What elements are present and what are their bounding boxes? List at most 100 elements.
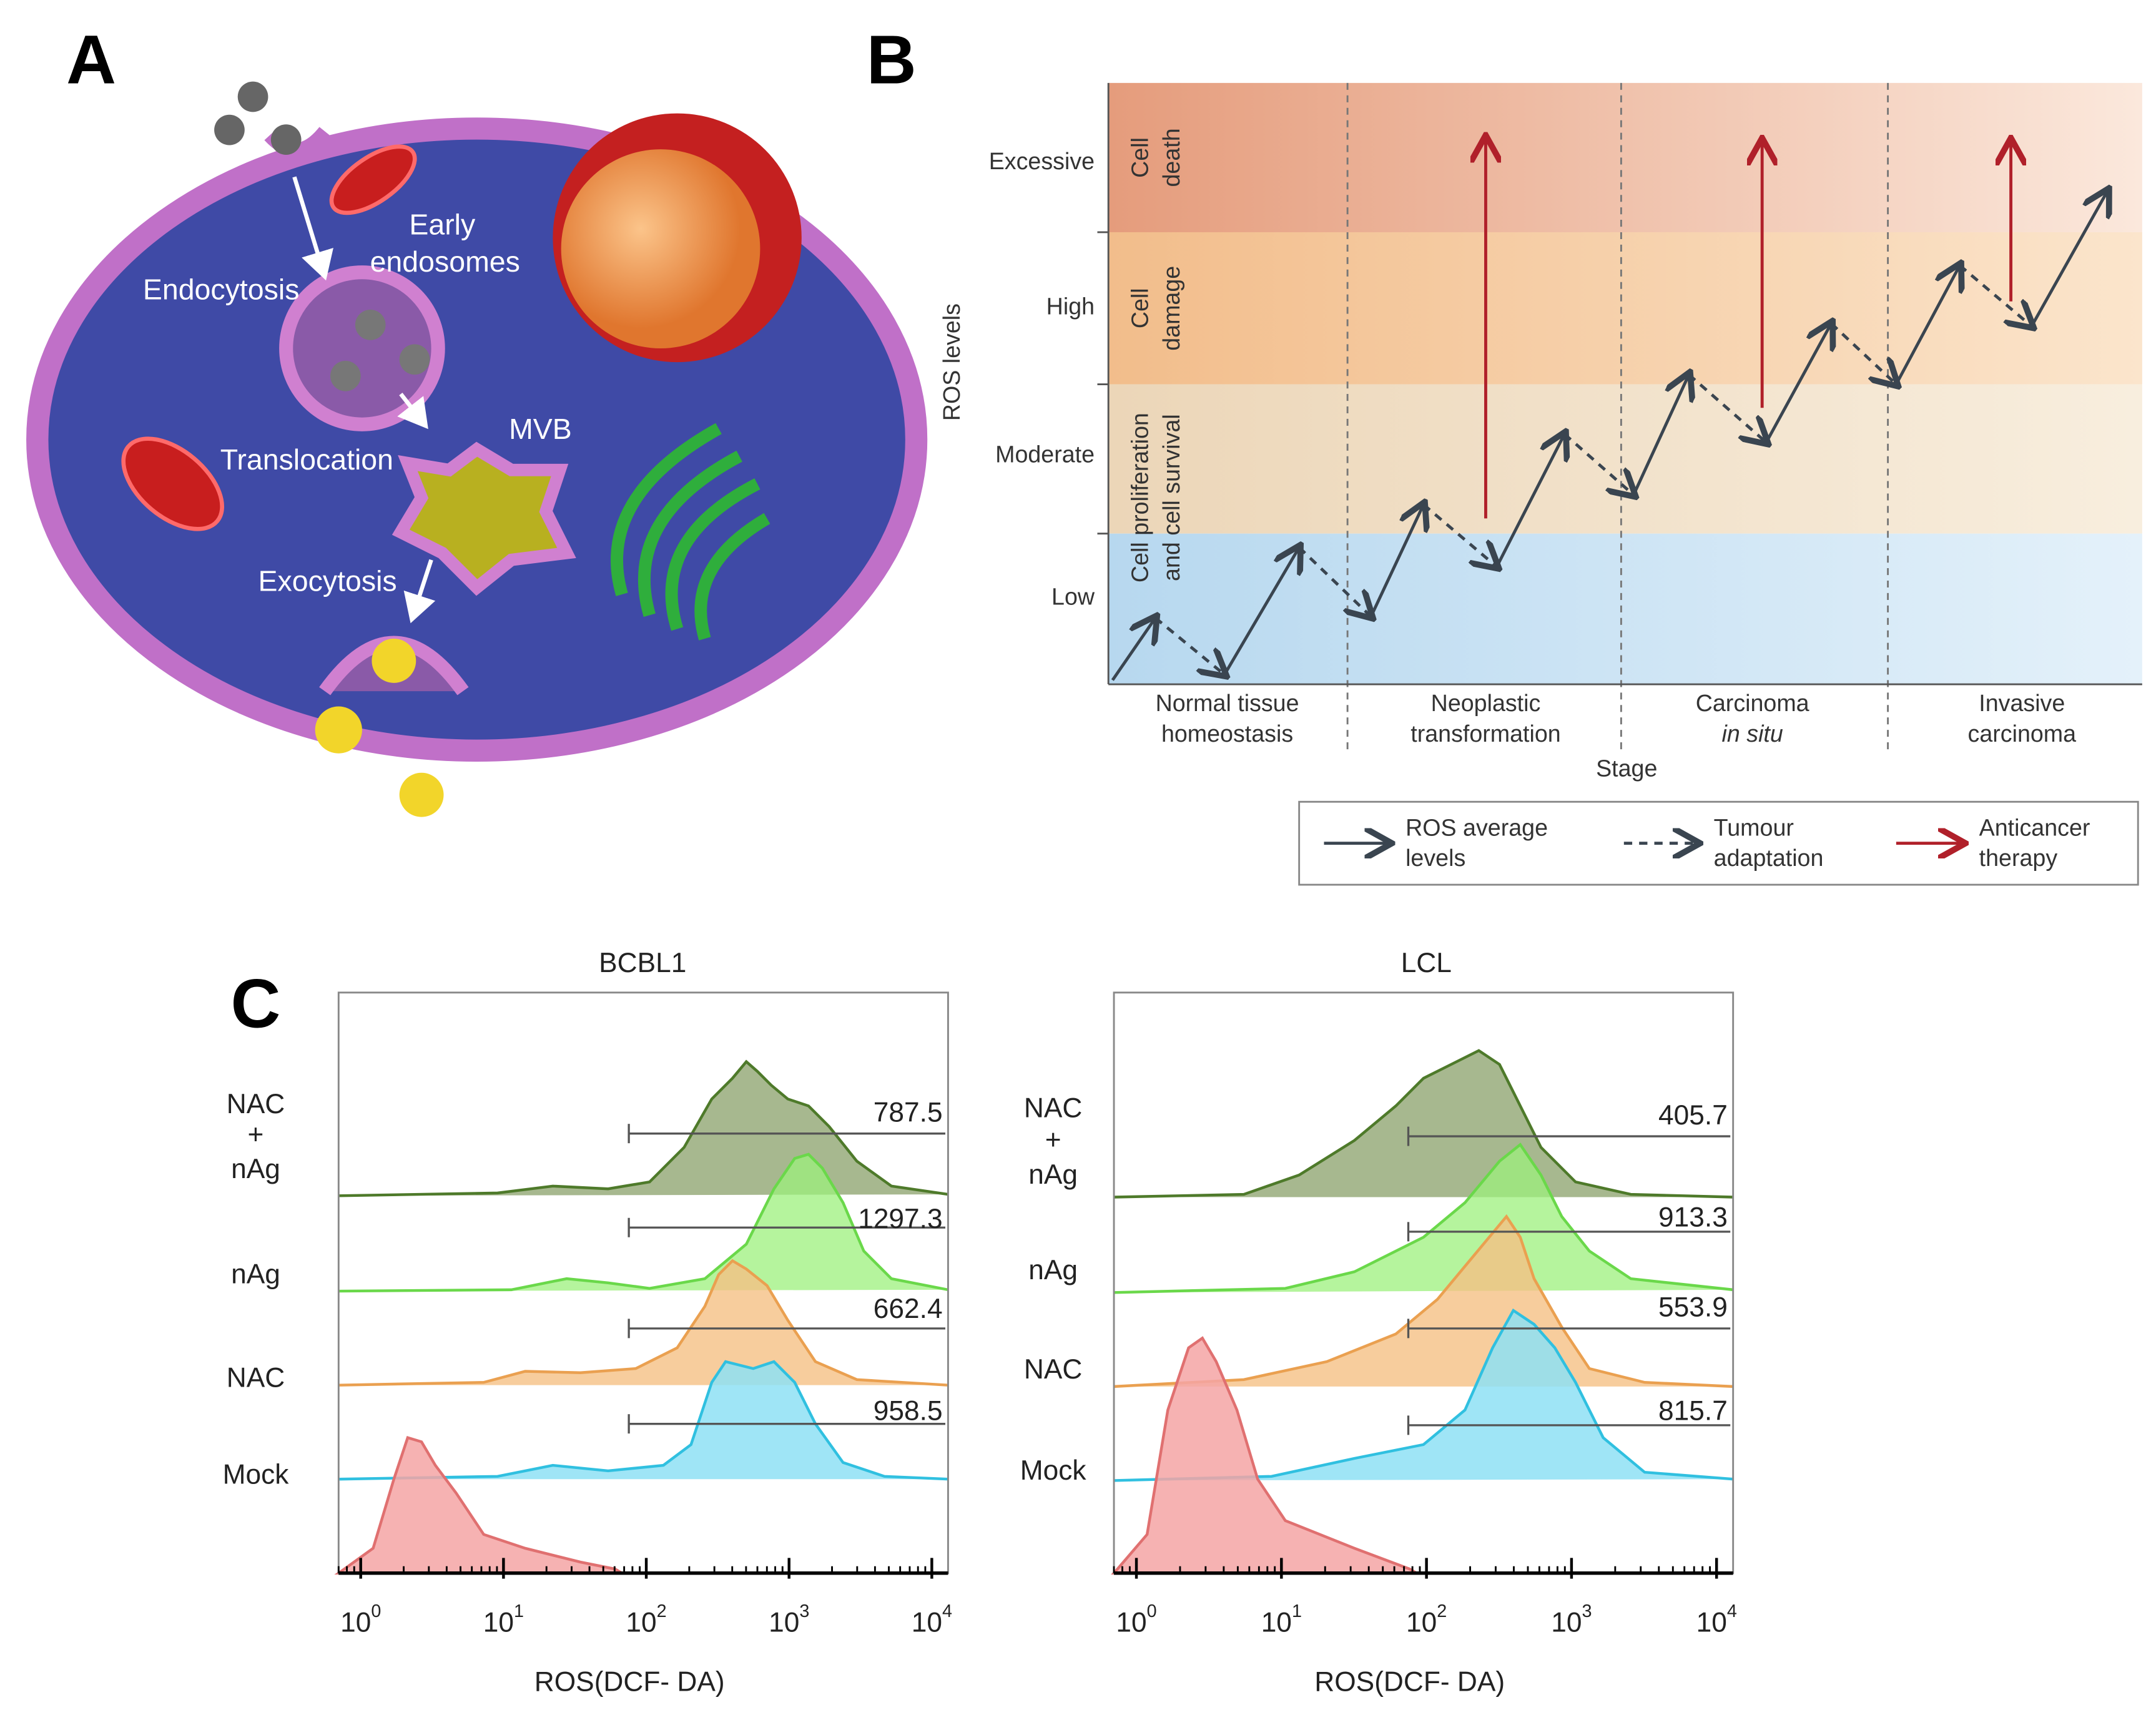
- panel-letter: B: [867, 21, 917, 98]
- zone-label: death: [1158, 128, 1184, 187]
- label: MVB: [509, 413, 572, 445]
- y-axis-label: ROS levels: [938, 303, 965, 421]
- panel-letter: A: [66, 21, 116, 98]
- level-label: Excessive: [989, 148, 1095, 174]
- row-label: nAg: [1028, 1255, 1078, 1285]
- tick-base: 10: [912, 1607, 942, 1638]
- x-axis-label: ROS(DCF- DA): [534, 1667, 725, 1698]
- row-label: nAg: [1028, 1159, 1078, 1190]
- pathway-arrows: [292, 176, 436, 624]
- x-tick-label: 100: [1116, 1601, 1156, 1638]
- tick-base: 10: [769, 1607, 799, 1638]
- panel-letter: C: [231, 966, 281, 1043]
- chart-title: BCBL1: [599, 948, 686, 978]
- gate-value: 815.7: [1658, 1396, 1728, 1427]
- level-label: High: [1046, 293, 1095, 320]
- row-label: Mock: [1020, 1455, 1087, 1486]
- band: [1108, 384, 2142, 534]
- tick-base: 10: [1551, 1607, 1582, 1638]
- histogram: [338, 1059, 948, 1197]
- legend-label: ROS average: [1405, 814, 1548, 840]
- axes: [1097, 82, 2142, 685]
- particle: [355, 309, 386, 340]
- x-tick-label: 103: [769, 1601, 809, 1638]
- x-tick-label: 100: [340, 1601, 381, 1638]
- mitochondrion: [329, 144, 417, 215]
- tick-base: 10: [1261, 1607, 1292, 1638]
- particle: [270, 124, 302, 155]
- band: [1108, 232, 2142, 385]
- exosome: [399, 772, 444, 817]
- golgi: [611, 423, 770, 641]
- stage-label: homeostasis: [1161, 720, 1293, 747]
- x-tick-label: 102: [1406, 1601, 1447, 1638]
- gate-value: 913.3: [1658, 1202, 1728, 1233]
- x-axis-label: ROS(DCF- DA): [1314, 1667, 1505, 1698]
- gate-value: 553.9: [1658, 1292, 1728, 1323]
- ros-zigzag: [1111, 191, 2108, 681]
- histogram: [1114, 1049, 1733, 1199]
- gate-value: 787.5: [874, 1097, 943, 1128]
- stage-label: Carcinoma: [1696, 690, 1809, 716]
- gate-value: 662.4: [874, 1294, 943, 1324]
- zone-label: Cell: [1126, 288, 1153, 328]
- zone-label: damage: [1158, 266, 1184, 351]
- band: [1108, 82, 2142, 232]
- histogram: [334, 1436, 628, 1575]
- tick-base: 10: [626, 1607, 656, 1638]
- stage-label: carcinoma: [1968, 720, 2077, 747]
- chart-title: LCL: [1401, 948, 1452, 978]
- tick-exponent: 2: [657, 1601, 667, 1621]
- x-axis-label: Stage: [1596, 755, 1657, 781]
- tick-exponent: 1: [514, 1601, 524, 1621]
- legend-label: therapy: [1979, 845, 2058, 871]
- x-tick-label: 104: [1696, 1601, 1737, 1638]
- gate-value: 1297.3: [858, 1204, 942, 1234]
- row-label: nAg: [231, 1154, 280, 1184]
- histograms-lcl: [1111, 1049, 1733, 1575]
- x-tick-label: 103: [1551, 1601, 1592, 1638]
- x-tick-label: 101: [1261, 1601, 1302, 1638]
- mitochondrion: [121, 436, 224, 531]
- nucleus: [561, 149, 761, 348]
- particle: [399, 344, 430, 375]
- row-label: +: [1045, 1125, 1061, 1156]
- tick-base: 10: [1406, 1607, 1437, 1638]
- zone-label: Cell: [1126, 137, 1153, 178]
- histograms-bcbl1: [334, 1059, 948, 1575]
- label: Early: [409, 208, 476, 240]
- row-label: NAC: [227, 1362, 285, 1393]
- tick-base: 10: [1116, 1607, 1146, 1638]
- exosome: [372, 638, 416, 683]
- tick-exponent: 3: [1582, 1601, 1592, 1621]
- tick-exponent: 0: [1147, 1601, 1157, 1621]
- tick-base: 10: [1696, 1607, 1727, 1638]
- tick-exponent: 4: [1727, 1601, 1737, 1621]
- histogram: [338, 1152, 948, 1293]
- tick-exponent: 1: [1292, 1601, 1302, 1621]
- histogram: [338, 1360, 948, 1481]
- stage-label: Neoplastic: [1431, 690, 1541, 716]
- label: Endocytosis: [143, 273, 300, 305]
- tick-base: 10: [340, 1607, 371, 1638]
- tick-exponent: 0: [371, 1601, 381, 1621]
- gate-value: 958.5: [874, 1396, 943, 1427]
- therapy-arrows: [1485, 138, 2011, 519]
- row-label: nAg: [231, 1259, 280, 1289]
- histogram: [1113, 1214, 1733, 1388]
- gate-value: 405.7: [1658, 1100, 1728, 1131]
- tick-exponent: 4: [942, 1601, 952, 1621]
- zone-label: Cell proliferation: [1126, 413, 1153, 582]
- x-tick-label: 101: [483, 1601, 524, 1638]
- row-label: NAC: [227, 1089, 285, 1119]
- tick-exponent: 2: [1437, 1601, 1447, 1621]
- label: endosomes: [370, 245, 520, 278]
- exosome: [315, 706, 362, 754]
- row-label: NAC: [1024, 1093, 1082, 1124]
- legend-label: levels: [1405, 845, 1465, 871]
- particle: [330, 360, 361, 391]
- particle: [214, 114, 245, 145]
